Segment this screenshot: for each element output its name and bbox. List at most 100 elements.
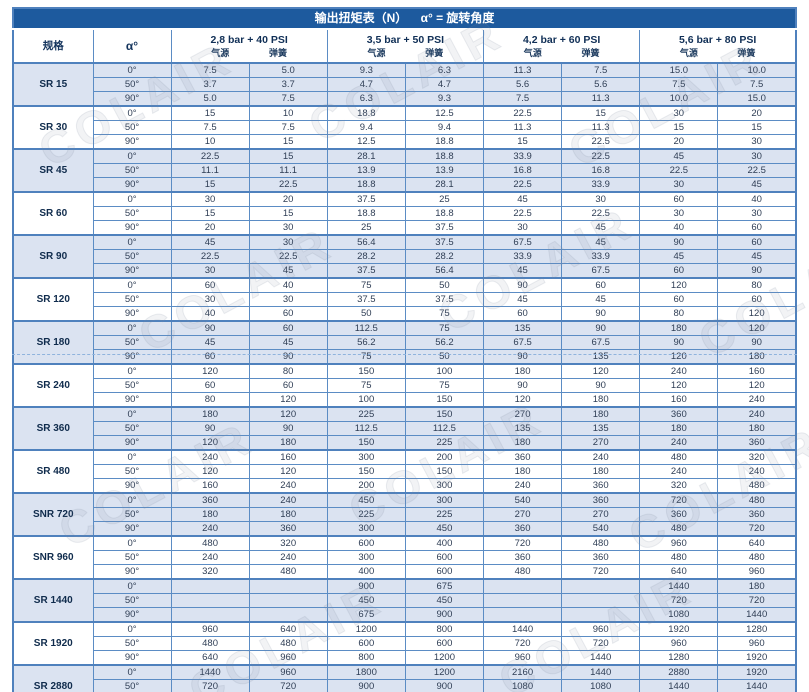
value-cell: 240 xyxy=(248,492,328,508)
value-cell: 600 xyxy=(326,535,406,551)
value-cell: 300 xyxy=(404,492,485,508)
angle-cell: 90° xyxy=(92,607,172,623)
value-cell xyxy=(170,593,250,608)
value-cell: 600 xyxy=(326,636,406,651)
value-cell: 180 xyxy=(248,507,328,522)
value-cell: 30 xyxy=(248,234,328,250)
value-cell: 30 xyxy=(717,148,797,164)
value-cell: 7.5 xyxy=(717,77,797,92)
value-cell xyxy=(561,593,641,608)
table-row: SR 120 0° 60 40 75 50 90 60 120 80 xyxy=(12,277,797,322)
value-cell: 960 xyxy=(639,535,719,551)
value-cell: 120 xyxy=(482,392,563,408)
value-cell: 600 xyxy=(404,636,485,651)
value-cell: 18.8 xyxy=(326,105,406,121)
value-cell: 50 xyxy=(326,306,406,322)
table-row: 90° 640 960 800 1200 960 1440 1280 1920 xyxy=(13,650,797,666)
value-cell: 7.5 xyxy=(248,120,328,135)
value-cell: 900 xyxy=(326,679,406,692)
value-cell: 90 xyxy=(170,320,250,336)
value-cell: 360 xyxy=(482,550,563,565)
value-cell: 37.5 xyxy=(404,292,485,307)
value-cell: 180 xyxy=(717,578,797,594)
value-cell xyxy=(248,593,328,608)
value-cell: 15 xyxy=(170,177,250,193)
value-cell: 1920 xyxy=(639,621,719,637)
angle-cell: 0° xyxy=(92,277,172,293)
value-cell: 1440 xyxy=(717,679,797,692)
value-cell: 480 xyxy=(639,550,719,565)
value-cell: 360 xyxy=(561,492,641,508)
value-cell: 180 xyxy=(561,464,641,479)
table-row: 90° 320 480 400 600 480 720 640 960 xyxy=(13,564,797,580)
value-cell: 90 xyxy=(482,349,563,365)
value-cell: 75 xyxy=(326,349,406,365)
angle-cell: 0° xyxy=(92,578,172,594)
value-cell: 640 xyxy=(639,564,719,580)
value-cell: 45 xyxy=(170,234,250,250)
value-cell xyxy=(482,593,563,608)
value-cell: 15 xyxy=(248,206,328,221)
angle-cell: 50° xyxy=(92,679,172,692)
value-cell: 90 xyxy=(248,349,328,365)
value-cell: 22.5 xyxy=(248,249,328,264)
value-cell: 1080 xyxy=(561,679,641,692)
torque-table: 输出扭矩表（N） α° = 旋转角度 规格 α° 2,8 bar + 40 PS… xyxy=(12,7,797,692)
table-row: SR 60 0° 30 20 37.5 25 45 30 60 40 xyxy=(12,191,797,236)
angle-cell: 0° xyxy=(92,320,172,336)
table-row: SNR 960 0° 480 320 600 400 720 480 960 640 xyxy=(12,535,797,580)
angle-cell: 0° xyxy=(92,449,172,465)
value-cell: 240 xyxy=(639,363,719,379)
value-cell: 1440 xyxy=(717,607,797,623)
value-cell: 90 xyxy=(717,263,797,279)
value-cell: 180 xyxy=(170,406,250,422)
value-cell: 540 xyxy=(561,521,641,537)
value-cell: 800 xyxy=(404,621,485,637)
value-cell: 45 xyxy=(170,335,250,350)
table-row: SNR 720 0° 360 240 450 300 540 360 720 480 xyxy=(12,492,797,537)
value-cell: 720 xyxy=(248,679,328,692)
value-cell: 135 xyxy=(561,421,641,436)
angle-cell: 0° xyxy=(92,62,172,78)
value-cell: 180 xyxy=(639,421,719,436)
value-cell xyxy=(482,578,563,594)
value-cell: 270 xyxy=(561,435,641,451)
table-row: 50° 450 450 720 720 xyxy=(13,593,797,608)
value-cell: 360 xyxy=(717,507,797,522)
value-cell: 45 xyxy=(717,177,797,193)
value-cell: 150 xyxy=(404,464,485,479)
value-cell: 960 xyxy=(248,650,328,666)
value-cell: 6.3 xyxy=(326,91,406,107)
value-cell: 22.5 xyxy=(248,177,328,193)
table-row: 90° 20 30 25 37.5 30 45 40 60 xyxy=(13,220,797,236)
value-cell: 9.4 xyxy=(404,120,485,135)
value-cell: 240 xyxy=(561,449,641,465)
value-cell: 30 xyxy=(170,263,250,279)
value-cell: 90 xyxy=(717,335,797,350)
value-cell: 18.8 xyxy=(404,134,485,150)
value-cell: 1440 xyxy=(639,578,719,594)
angle-cell: 50° xyxy=(92,593,172,608)
angle-cell: 50° xyxy=(92,550,172,565)
value-cell: 240 xyxy=(717,464,797,479)
value-cell: 120 xyxy=(639,378,719,393)
value-cell: 45 xyxy=(717,249,797,264)
model-name: SR 45 xyxy=(12,148,94,193)
table-row: 90° 80 120 100 150 120 180 160 240 xyxy=(13,392,797,408)
value-cell: 3.7 xyxy=(248,77,328,92)
value-cell: 180 xyxy=(561,392,641,408)
value-cell: 540 xyxy=(482,492,563,508)
value-cell: 56.4 xyxy=(326,234,406,250)
angle-cell: 50° xyxy=(92,464,172,479)
value-cell: 60 xyxy=(639,292,719,307)
value-cell: 50 xyxy=(404,277,485,293)
pressure-label-2: 3,5 bar + 50 PSI xyxy=(366,34,445,46)
angle-cell: 0° xyxy=(92,234,172,250)
value-cell: 400 xyxy=(404,535,485,551)
value-cell: 45 xyxy=(561,234,641,250)
value-cell: 90 xyxy=(561,320,641,336)
value-cell: 360 xyxy=(717,435,797,451)
value-cell: 67.5 xyxy=(482,335,563,350)
value-cell: 120 xyxy=(170,464,250,479)
value-cell: 900 xyxy=(404,679,485,692)
